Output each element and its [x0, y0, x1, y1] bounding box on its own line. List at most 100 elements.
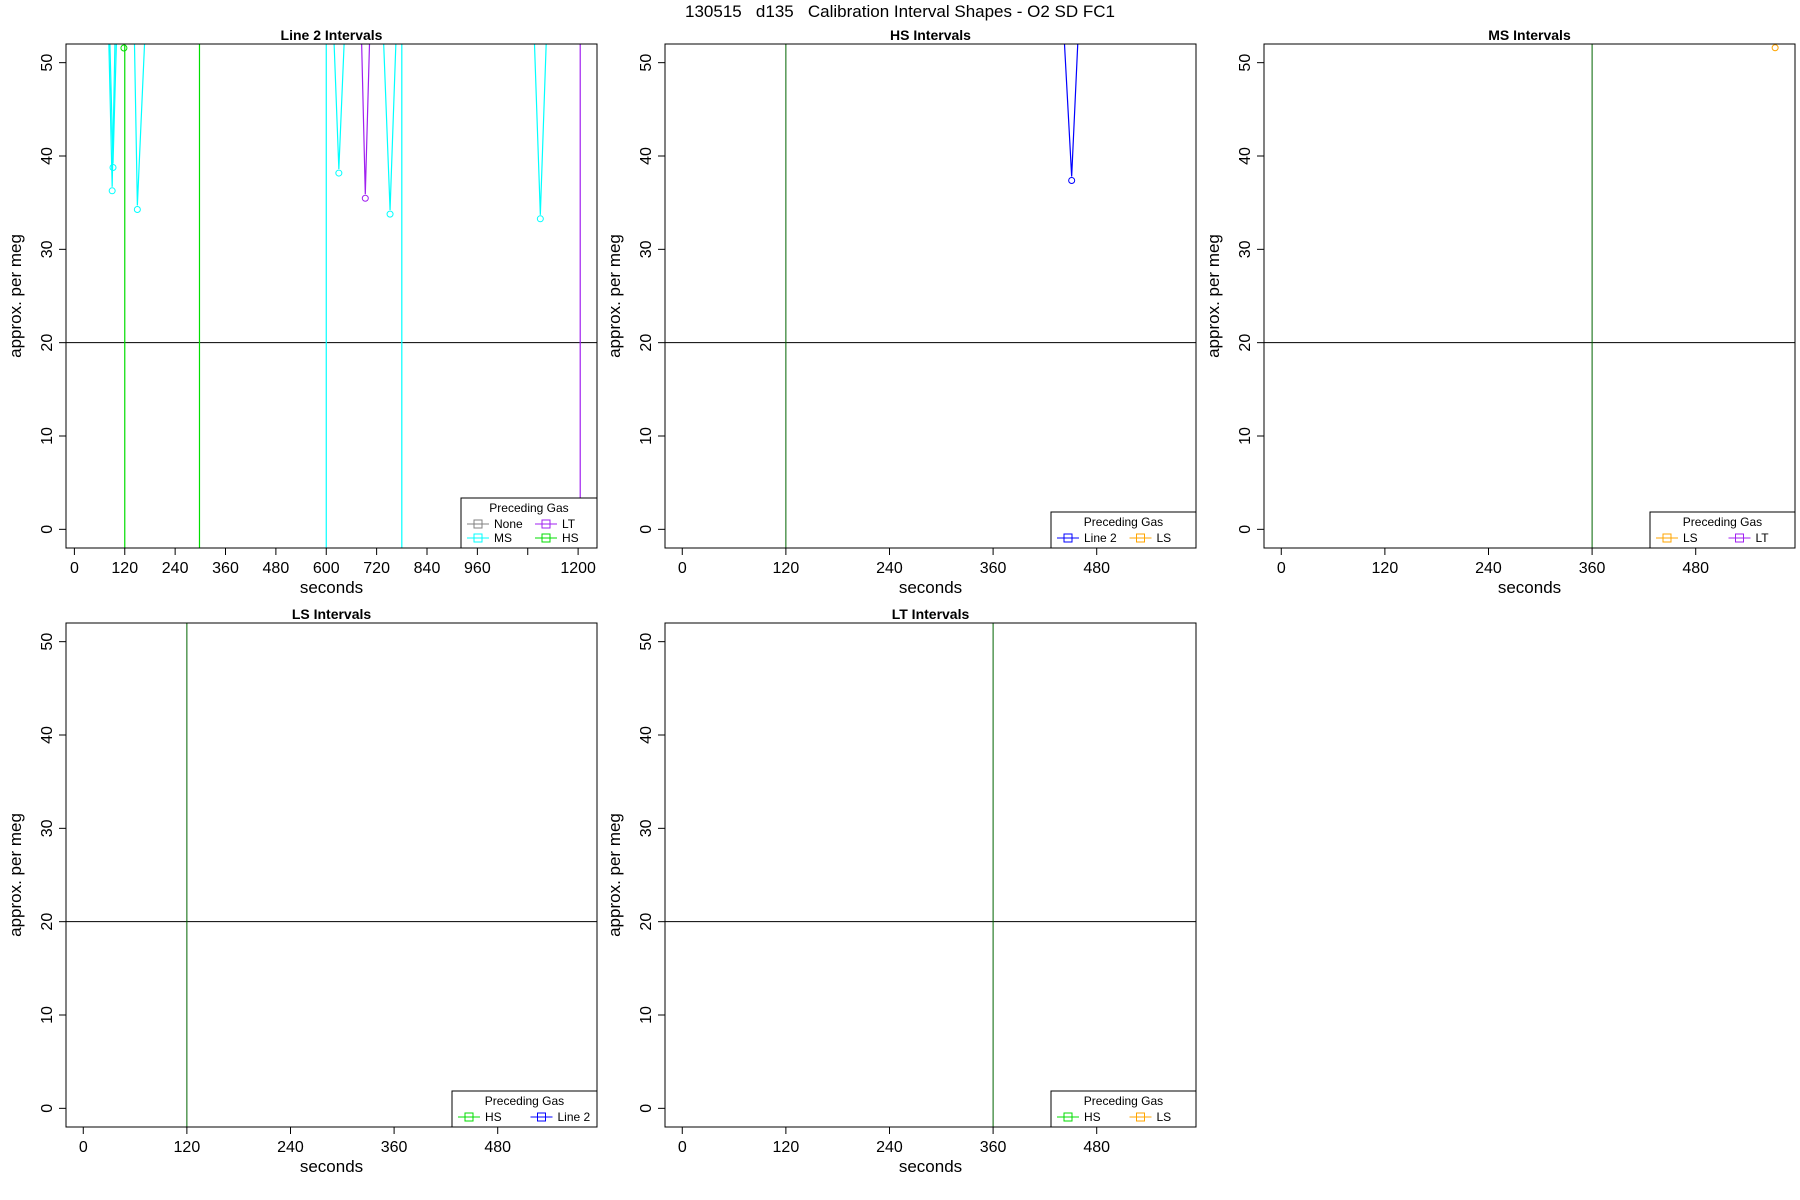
panel-title: HS Intervals	[890, 27, 971, 43]
plot-area	[66, 44, 597, 548]
y-tick-label: 40	[638, 726, 655, 744]
x-axis-label: seconds	[1498, 578, 1561, 597]
x-tick-label: 720	[363, 560, 390, 577]
series-line	[383, 44, 397, 211]
series-line	[133, 44, 146, 206]
data-point	[133, 205, 141, 213]
y-tick-label: 0	[1237, 525, 1254, 534]
panel-title: Line 2 Intervals	[281, 27, 383, 43]
series-line	[1063, 44, 1079, 177]
x-tick-label: 120	[1372, 560, 1399, 577]
legend-swatch-marker	[1735, 533, 1744, 543]
panel-title: LS Intervals	[292, 606, 372, 622]
panel-1: Line 2 Intervals 0 120 240 360 480 600 720 840 96…	[6, 27, 598, 597]
data-point	[335, 169, 343, 177]
x-tick-label: 240	[1475, 560, 1502, 577]
y-tick-label: 40	[638, 147, 655, 165]
y-axis-label: approx. per meg	[605, 234, 624, 358]
legend-swatch-marker	[1136, 1112, 1145, 1122]
x-tick-label: 0	[678, 1139, 687, 1156]
panel-title: LT Intervals	[892, 606, 970, 622]
panel-2: HS Intervals 0 120 240 360 480 seconds 0 10 20 30 4…	[605, 27, 1197, 597]
plot-area	[665, 44, 1196, 548]
figure-title: 130515 d135 Calibration Interval Shapes …	[685, 2, 1115, 21]
plot-area	[66, 623, 597, 1127]
legend-entry: HS	[485, 1110, 502, 1124]
x-tick-label: 0	[70, 560, 79, 577]
x-tick-label: 360	[980, 1139, 1007, 1156]
legend-swatch-marker	[541, 533, 551, 543]
x-tick-label: 0	[1277, 560, 1286, 577]
y-tick-label: 30	[638, 819, 655, 837]
y-tick-label: 50	[39, 54, 56, 72]
y-tick-label: 20	[638, 913, 655, 931]
x-tick-label: 120	[174, 1139, 201, 1156]
legend-swatch-marker	[473, 533, 483, 543]
x-tick-label: 480	[1682, 560, 1709, 577]
x-tick-label: 360	[381, 1139, 408, 1156]
y-tick-label: 30	[1237, 240, 1254, 258]
y-tick-label: 0	[638, 1104, 655, 1113]
legend-swatch-marker	[464, 1112, 474, 1122]
y-tick-label: 40	[39, 726, 56, 744]
legend-entry: LS	[1683, 531, 1698, 545]
data-point	[536, 215, 544, 223]
panel-title: MS Intervals	[1488, 27, 1571, 43]
legend-entry: LS	[1157, 1110, 1172, 1124]
series-line	[333, 44, 345, 170]
x-tick-label: 0	[678, 560, 687, 577]
series-line	[108, 44, 116, 187]
data-point	[361, 194, 369, 202]
y-tick-label: 10	[638, 1006, 655, 1024]
y-tick-label: 20	[638, 334, 655, 352]
y-tick-label: 10	[638, 427, 655, 445]
y-tick-label: 40	[39, 147, 56, 165]
plot-frame	[664, 622, 1197, 1128]
x-tick-label: 360	[1579, 560, 1606, 577]
x-tick-label: 840	[414, 560, 441, 577]
y-tick-label: 0	[39, 1104, 56, 1113]
series-line	[533, 44, 547, 215]
y-tick-label: 30	[638, 240, 655, 258]
y-tick-label: 20	[39, 334, 56, 352]
plot-area	[665, 623, 1196, 1127]
y-tick-label: 50	[638, 633, 655, 651]
y-tick-label: 50	[638, 54, 655, 72]
x-tick-label: 480	[484, 1139, 511, 1156]
x-tick-label: 600	[313, 560, 340, 577]
x-tick-label: 0	[79, 1139, 88, 1156]
data-point	[386, 210, 394, 218]
y-tick-label: 50	[1237, 54, 1254, 72]
x-tick-label: 480	[1083, 560, 1110, 577]
y-tick-label: 10	[39, 1006, 56, 1024]
y-tick-label: 20	[39, 913, 56, 931]
data-point	[109, 163, 117, 171]
legend-box	[451, 1090, 598, 1128]
y-tick-label: 0	[39, 525, 56, 534]
legend-box	[1050, 511, 1197, 549]
series-line	[109, 44, 117, 164]
x-axis-label: seconds	[300, 1157, 363, 1176]
legend-entry: LT	[562, 517, 576, 531]
legend-swatch-marker	[541, 519, 551, 529]
legend-entry: None	[494, 517, 523, 531]
y-tick-label: 10	[1237, 427, 1254, 445]
legend: Preceding Gas HS LS	[1050, 1090, 1197, 1128]
data-point	[1771, 44, 1779, 52]
x-axis-label: seconds	[899, 1157, 962, 1176]
legend-entry: Line 2	[558, 1110, 591, 1124]
x-tick-label: 480	[1083, 1139, 1110, 1156]
x-tick-label: 240	[876, 560, 903, 577]
legend-swatch-marker	[1063, 1112, 1073, 1122]
panel-3: MS Intervals 0 120 240 360 480 seconds 0 10 20 30 4…	[1204, 27, 1796, 597]
panel-5: LT Intervals 0 120 240 360 480 seconds 0 10 20 30 4…	[605, 606, 1197, 1176]
x-axis-label: seconds	[300, 578, 363, 597]
x-tick-label: 1200	[560, 560, 596, 577]
x-tick-label: 120	[111, 560, 138, 577]
legend-entry: HS	[1084, 1110, 1101, 1124]
y-tick-label: 50	[39, 633, 56, 651]
legend-box	[1649, 511, 1796, 549]
plot-frame	[65, 43, 598, 549]
x-tick-label: 360	[980, 560, 1007, 577]
